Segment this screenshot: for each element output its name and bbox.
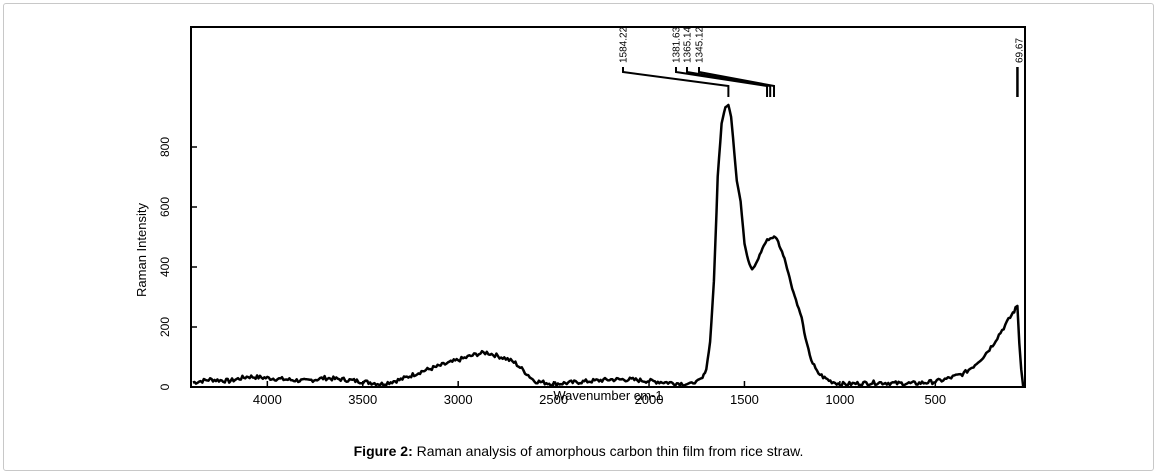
x-tick-label: 1500 (730, 392, 759, 407)
y-tick-label: 200 (158, 317, 172, 337)
y-axis-ticks: 0 200 400 600 800 (158, 137, 197, 390)
peak-marker: 1381.63 (672, 26, 769, 97)
x-tick-label: 2500 (539, 392, 568, 407)
y-tick-label: 800 (158, 137, 172, 157)
peak-marker: 1584.22 (619, 26, 730, 97)
figure-frame (3, 3, 1154, 471)
peak-marker-line (698, 67, 776, 97)
x-tick-label: 500 (924, 392, 946, 407)
x-axis-ticks: 4000 3500 3000 2500 2000 1500 1000 500 (253, 381, 946, 407)
peak-marker-label: 1365.14 (683, 26, 694, 63)
x-tick-label: 4000 (253, 392, 282, 407)
x-tick-label: 3000 (444, 392, 473, 407)
peak-marker-line (622, 67, 730, 97)
y-tick-label: 600 (158, 197, 172, 217)
peak-marker-line (686, 67, 772, 97)
peak-marker-label: 69.67 (1015, 38, 1026, 63)
x-axis-label: Wavenumber cm-1 (553, 388, 662, 403)
peak-marker: 1365.14 (683, 26, 772, 97)
x-tick-label: 2000 (635, 392, 664, 407)
peak-marker-line (675, 67, 769, 97)
peak-marker-label: 1345.12 (695, 26, 706, 63)
raman-spectrum-line (192, 103, 1026, 388)
caption-text: Raman analysis of amorphous carbon thin … (412, 443, 804, 459)
y-tick-label: 0 (158, 383, 172, 390)
plot-area (190, 26, 1026, 388)
x-tick-label: 3500 (348, 392, 377, 407)
peak-marker-label: 1584.22 (619, 26, 630, 63)
x-tick-label: 1000 (825, 392, 854, 407)
y-axis-label: Raman Intensity (134, 203, 149, 297)
peak-markers: 1584.22 1381.63 1365.14 1345.12 69.67 (619, 26, 1026, 97)
peak-marker: 1345.12 (695, 26, 776, 97)
figure-caption: Figure 2: Raman analysis of amorphous ca… (0, 443, 1157, 459)
y-tick-label: 400 (158, 257, 172, 277)
peak-marker: 69.67 (1015, 38, 1026, 97)
caption-label: Figure 2: (353, 443, 413, 459)
peak-marker-label: 1381.63 (672, 26, 683, 63)
